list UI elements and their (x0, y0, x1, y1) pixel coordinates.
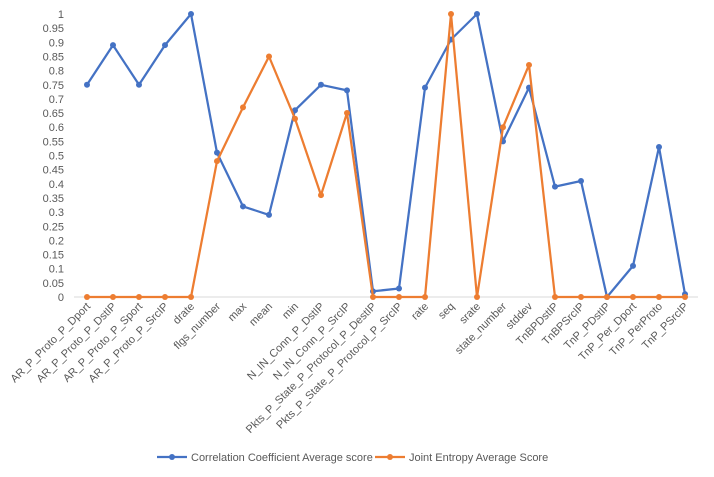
y-axis-tick-labels: 0 0.05 0.1 0.15 0.2 0.25 0.3 0.35 0.4 0.45 0.5 0.55… (43, 9, 64, 304)
data-point (266, 53, 272, 60)
y-tick-label: 0 (58, 292, 64, 304)
data-point (318, 81, 324, 88)
data-point (630, 294, 636, 300)
data-point (136, 81, 142, 88)
y-tick-label: 0.6 (49, 122, 64, 134)
x-tick-label: seq (436, 301, 457, 322)
data-point (552, 183, 558, 190)
y-tick-label: 0.35 (43, 193, 64, 205)
y-tick-label: 0.15 (43, 250, 64, 262)
data-point (682, 294, 688, 300)
data-point (344, 87, 350, 94)
data-point (110, 294, 116, 300)
data-point (474, 294, 480, 300)
data-point (448, 11, 454, 17)
data-point (292, 107, 298, 114)
series-2 (84, 11, 688, 300)
legend-marker (169, 454, 175, 460)
data-point (604, 294, 610, 300)
y-tick-label: 0.85 (43, 51, 64, 63)
series-group (84, 11, 688, 300)
series-1 (84, 11, 688, 300)
y-tick-label: 0.25 (43, 221, 64, 233)
data-point (110, 42, 116, 49)
data-point (318, 192, 324, 199)
y-tick-label: 0.95 (43, 23, 64, 35)
y-tick-label: 0.45 (43, 165, 64, 177)
legend-label: Correlation Coefficient Average score (191, 452, 373, 464)
y-tick-label: 0.9 (49, 37, 64, 49)
data-point (162, 294, 168, 300)
y-tick-label: 0.65 (43, 108, 64, 120)
series-line (85, 12, 687, 299)
data-point (162, 42, 168, 49)
data-point (266, 211, 272, 218)
data-point (214, 149, 220, 156)
data-point (656, 294, 662, 300)
legend-item: Correlation Coefficient Average score (157, 452, 373, 464)
y-tick-label: 0.7 (49, 94, 64, 106)
y-tick-label: 0.5 (49, 151, 64, 163)
y-tick-label: 0.2 (49, 235, 64, 247)
data-point (578, 294, 584, 300)
data-point (396, 285, 402, 292)
y-tick-label: 0.4 (49, 179, 64, 191)
series-line (85, 12, 687, 299)
y-tick-label: 0.1 (49, 264, 64, 276)
legend: Correlation Coefficient Average score Joi… (157, 452, 548, 464)
data-point (370, 294, 376, 300)
legend-item: Joint Entropy Average Score (375, 452, 548, 464)
x-tick-label: mean (247, 301, 275, 329)
data-point (630, 262, 636, 269)
data-point (188, 294, 194, 300)
data-point (422, 84, 428, 91)
y-tick-label: 0.05 (43, 278, 64, 290)
y-tick-label: 0.55 (43, 136, 64, 148)
data-point (292, 115, 298, 122)
data-point (474, 11, 480, 17)
x-tick-label: rate (409, 301, 431, 323)
legend-label: Joint Entropy Average Score (409, 452, 548, 464)
x-tick-label: max (226, 300, 250, 324)
data-point (422, 294, 428, 300)
data-point (240, 203, 246, 210)
data-point (188, 11, 194, 17)
x-tick-label: min (280, 301, 301, 322)
data-point (552, 294, 558, 300)
data-point (344, 110, 350, 117)
data-point (500, 124, 506, 131)
data-point (526, 61, 532, 68)
legend-marker (387, 454, 393, 460)
data-point (240, 104, 246, 111)
x-axis-tick-labels: AR_P_Proto_P_DportAR_P_Proto_P_DstIPAR_P… (9, 300, 692, 436)
data-point (656, 144, 662, 151)
data-point (136, 294, 142, 300)
data-point (214, 158, 220, 165)
data-point (84, 294, 90, 300)
y-tick-label: 0.75 (43, 80, 64, 92)
y-tick-label: 1 (58, 9, 64, 21)
data-point (578, 177, 584, 184)
data-point (396, 294, 402, 300)
data-point (84, 81, 90, 88)
y-tick-label: 0.8 (49, 66, 64, 78)
y-tick-label: 0.3 (49, 207, 64, 219)
